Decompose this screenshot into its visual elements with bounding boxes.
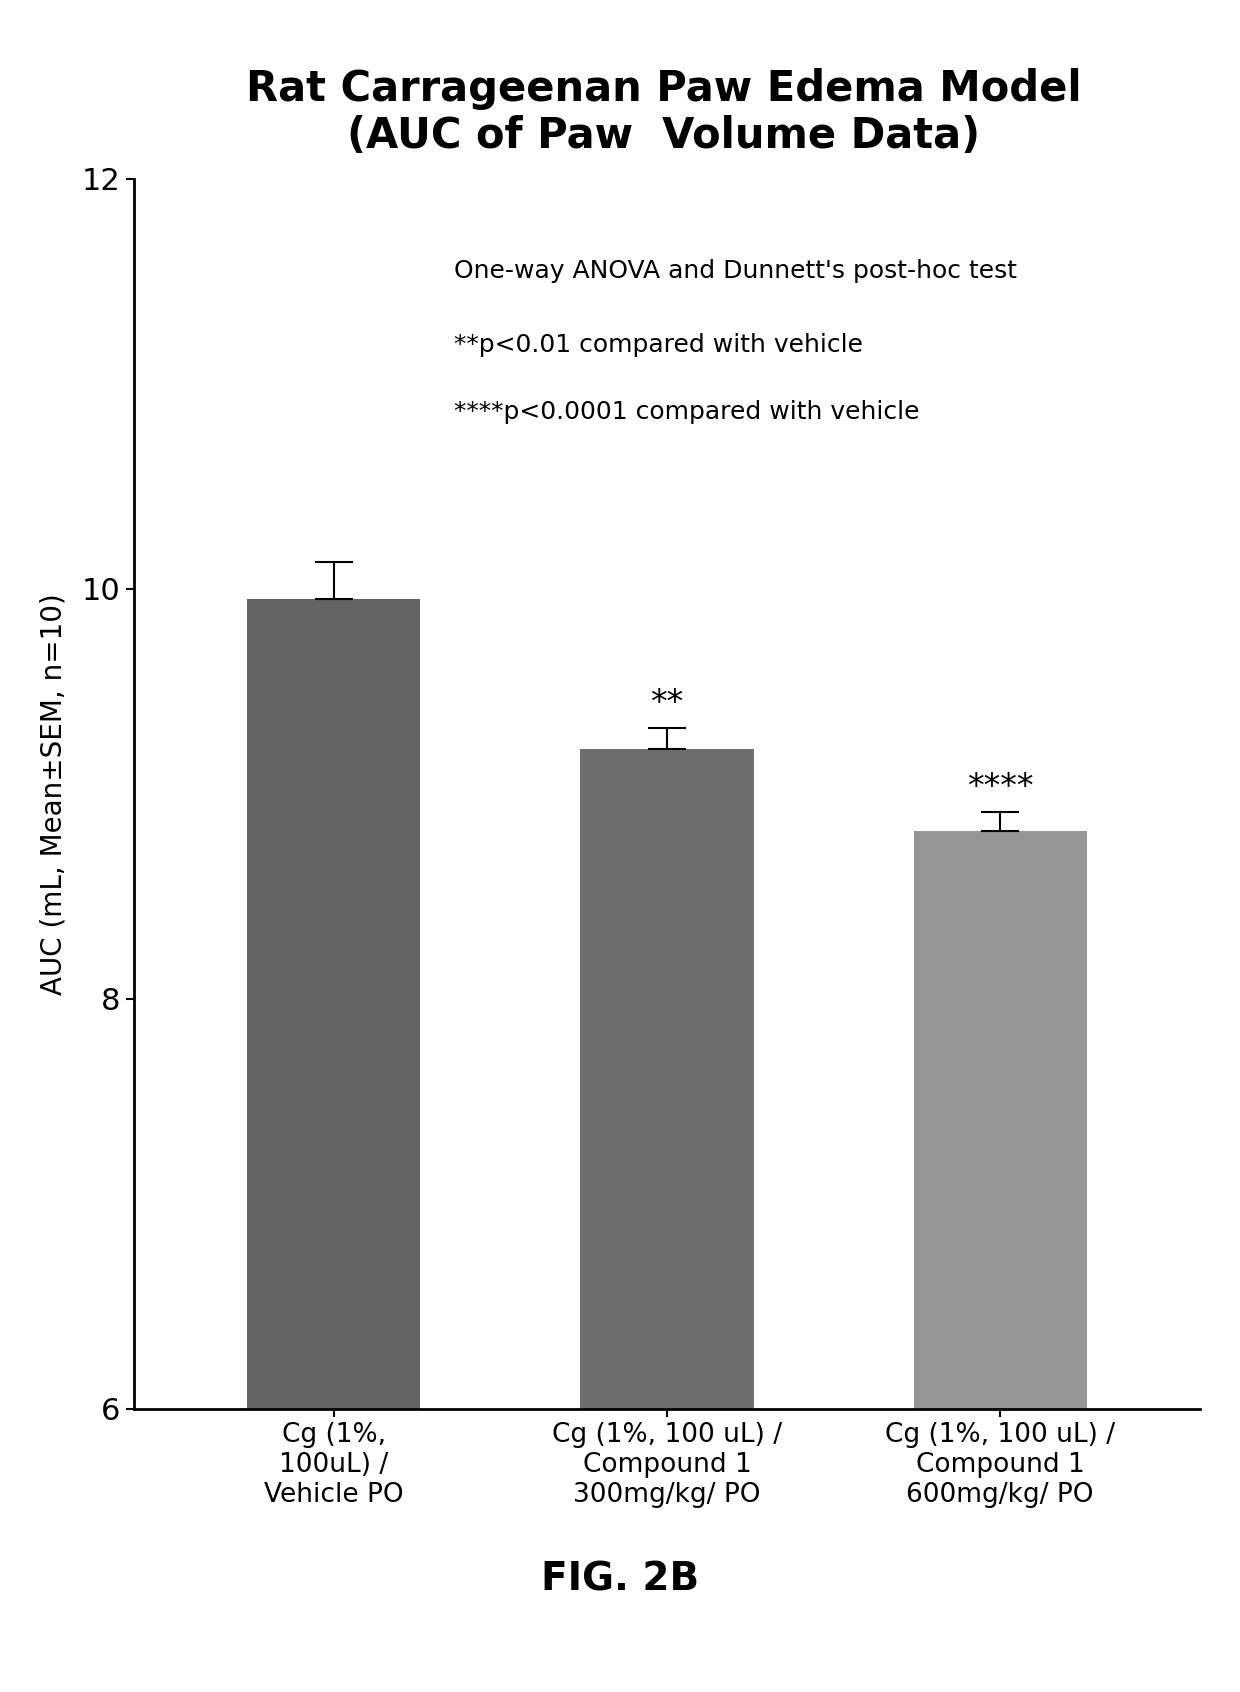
Text: (AUC of Paw  Volume Data): (AUC of Paw Volume Data) [347, 115, 980, 157]
Text: FIG. 2B: FIG. 2B [541, 1562, 699, 1599]
Text: ****: **** [967, 772, 1033, 804]
Bar [247, 599, 420, 1409]
Text: ****p<0.0001 compared with vehicle: ****p<0.0001 compared with vehicle [454, 399, 919, 425]
Text: Rat Carrageenan Paw Edema Model: Rat Carrageenan Paw Edema Model [246, 68, 1081, 110]
Text: **p<0.01 compared with vehicle: **p<0.01 compared with vehicle [454, 333, 863, 357]
Y-axis label: AUC (mL, Mean±SEM, n=10): AUC (mL, Mean±SEM, n=10) [40, 592, 68, 995]
Bar [914, 831, 1087, 1409]
Text: **: ** [650, 687, 683, 719]
Text: One-way ANOVA and Dunnett's post-hoc test: One-way ANOVA and Dunnett's post-hoc tes… [454, 259, 1017, 283]
Bar [580, 748, 754, 1409]
